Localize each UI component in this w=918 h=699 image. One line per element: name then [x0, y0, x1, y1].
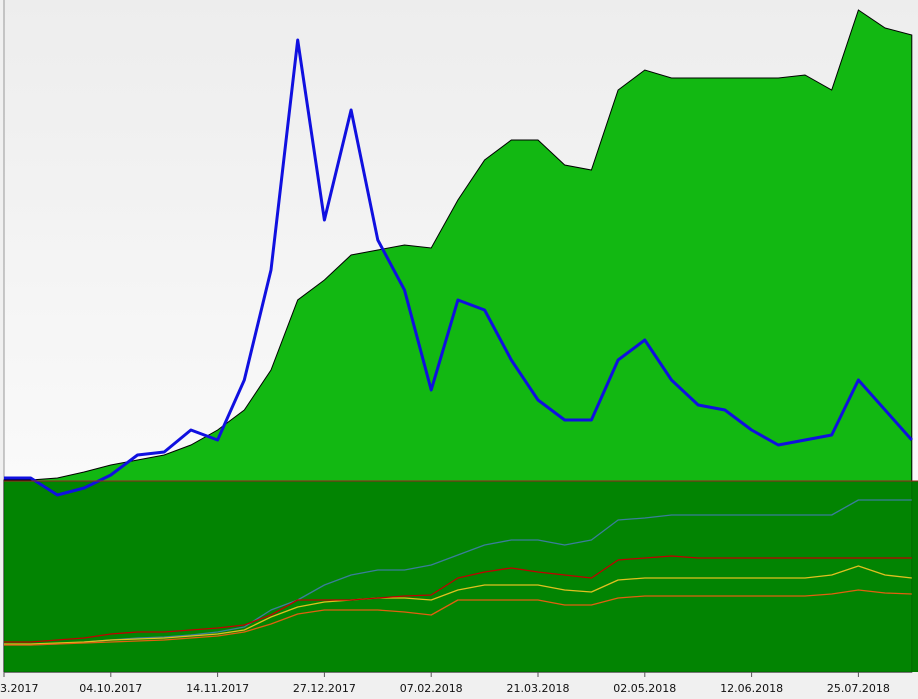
x-tick-label: 07.02.2018 [400, 682, 463, 695]
x-tick-label: 25.07.2018 [827, 682, 890, 695]
x-tick-label: 02.05.2018 [613, 682, 676, 695]
series-line [4, 555, 912, 643]
x-tick-label: 27.12.2017 [293, 682, 356, 695]
x-tick-label: 04.10.2017 [79, 682, 142, 695]
x-tick-label: 14.11.2017 [186, 682, 249, 695]
series-line [4, 499, 912, 646]
x-axis-strip [0, 672, 918, 699]
x-tick-label: 12.06.2018 [720, 682, 783, 695]
series-line [4, 565, 912, 645]
x-tick-label: 3.2017 [0, 682, 39, 695]
series-line [4, 38, 913, 497]
x-tick-label: 21.03.2018 [507, 682, 570, 695]
lower-band-overlay [4, 481, 918, 672]
series-line [4, 589, 912, 646]
